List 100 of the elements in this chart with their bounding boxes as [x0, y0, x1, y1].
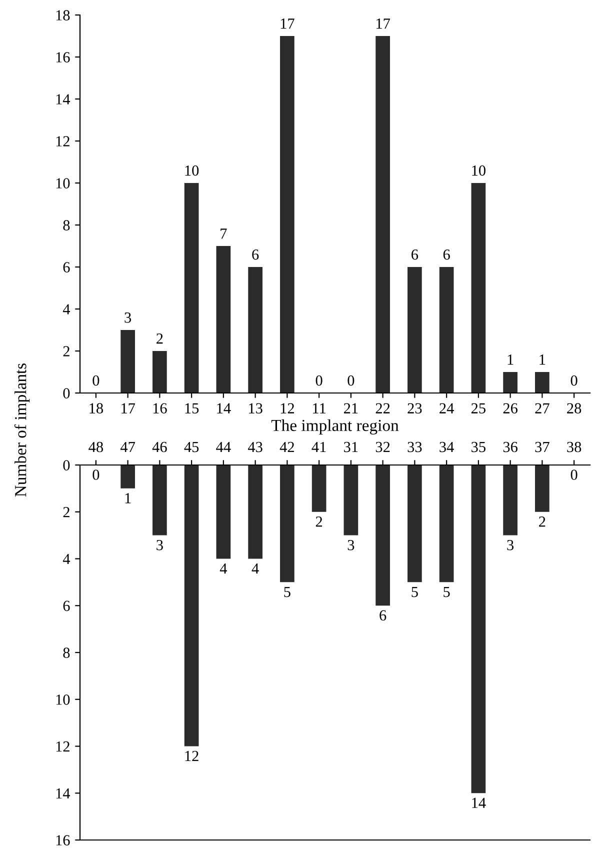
y-tick-label: 6 [63, 262, 70, 272]
bar [152, 351, 167, 393]
x-tick-label: 35 [472, 442, 486, 452]
bar [471, 183, 486, 393]
x-tick-label: 32 [376, 442, 390, 452]
x-tick-label: 12 [280, 403, 294, 414]
y-tick-label: 16 [56, 835, 70, 846]
data-label: 2 [316, 516, 322, 527]
x-tick-label: 23 [408, 403, 422, 414]
y-axis-title: Number of implants [14, 363, 30, 497]
x-tick-label: 37 [535, 442, 550, 452]
data-label: 3 [124, 312, 132, 323]
x-tick-label: 27 [535, 403, 550, 414]
bar [184, 183, 199, 393]
bar [503, 465, 518, 536]
bar [248, 267, 262, 393]
data-label: 14 [472, 798, 486, 808]
data-label: 2 [539, 516, 546, 527]
data-label: 0 [348, 375, 354, 386]
data-label: 3 [156, 540, 163, 550]
bar [535, 465, 550, 512]
data-label: 6 [380, 610, 386, 621]
bar [280, 465, 294, 582]
data-label: 12 [185, 750, 198, 762]
data-label: 10 [185, 165, 199, 176]
bar [248, 465, 262, 559]
data-label: 5 [444, 586, 450, 598]
x-tick-label: 13 [249, 403, 262, 414]
bar [439, 267, 454, 393]
bar [376, 36, 390, 393]
data-label: 3 [507, 540, 514, 550]
data-label: 17 [280, 18, 294, 29]
x-tick-label: 42 [280, 442, 294, 452]
x-tick-label: 14 [217, 403, 231, 414]
y-tick-label: 2 [63, 507, 70, 518]
x-tick-label: 36 [503, 442, 518, 452]
data-label: 5 [284, 586, 290, 598]
bar [408, 267, 422, 393]
y-tick-label: 10 [56, 178, 70, 188]
x-tick-label: 43 [248, 442, 262, 452]
x-tick-label: 48 [88, 442, 103, 452]
x-tick-label: 17 [122, 403, 136, 414]
data-label: 5 [412, 586, 418, 598]
data-label: 1 [508, 354, 514, 365]
bar [471, 465, 486, 794]
data-label: 3 [348, 540, 354, 550]
x-tick-label: 47 [120, 442, 136, 452]
data-label: 10 [472, 165, 486, 176]
bar [216, 465, 231, 559]
data-label: 1 [125, 493, 131, 504]
y-tick-label: 14 [56, 788, 70, 798]
data-label: 6 [412, 249, 418, 260]
y-tick-label: 8 [63, 220, 70, 230]
y-tick-label: 4 [62, 554, 70, 564]
data-label: 0 [570, 375, 578, 386]
bar [503, 372, 518, 393]
data-label: 2 [156, 333, 163, 344]
x-tick-label: 16 [153, 403, 167, 414]
y-tick-label: 8 [63, 648, 70, 658]
y-tick-label: 16 [56, 52, 70, 62]
data-label: 0 [316, 375, 322, 386]
data-label: 1 [540, 354, 546, 365]
bar [152, 465, 167, 536]
x-tick-label: 11 [313, 403, 326, 414]
x-tick-label: 18 [90, 403, 103, 414]
data-label: 4 [220, 563, 228, 574]
y-tick-label: 0 [63, 388, 70, 398]
x-tick-label: 24 [440, 403, 454, 414]
data-label: 7 [220, 228, 227, 239]
data-label: 6 [252, 249, 259, 260]
x-tick-label: 26 [503, 403, 518, 414]
data-label: 0 [570, 470, 578, 480]
y-tick-label: 10 [56, 694, 70, 705]
x-axis-title: The implant region [271, 419, 399, 435]
y-tick-label: 12 [56, 741, 70, 752]
x-tick-label: 15 [185, 403, 199, 414]
x-tick-label: 38 [567, 442, 582, 452]
y-tick-label: 6 [63, 600, 70, 612]
bar [408, 465, 422, 582]
x-tick-label: 41 [312, 442, 326, 452]
bar [535, 372, 550, 393]
bar [184, 465, 199, 746]
y-tick-label: 2 [63, 346, 70, 356]
x-tick-label: 45 [184, 442, 199, 452]
y-tick-label: 12 [56, 136, 70, 146]
y-tick-label: 18 [56, 10, 70, 20]
y-tick-label: 4 [62, 304, 70, 314]
data-label: 0 [92, 375, 100, 386]
x-tick-label: 33 [408, 442, 422, 452]
bar [344, 465, 358, 536]
bar [216, 246, 231, 393]
bar [120, 330, 135, 393]
y-tick-label: 0 [63, 460, 70, 470]
y-tick-label: 14 [56, 94, 70, 104]
bar [376, 465, 390, 606]
x-tick-label: 44 [216, 442, 231, 452]
bar [280, 36, 294, 393]
data-label: 17 [376, 18, 390, 29]
x-tick-label: 34 [440, 442, 454, 452]
data-label: 4 [252, 563, 259, 574]
